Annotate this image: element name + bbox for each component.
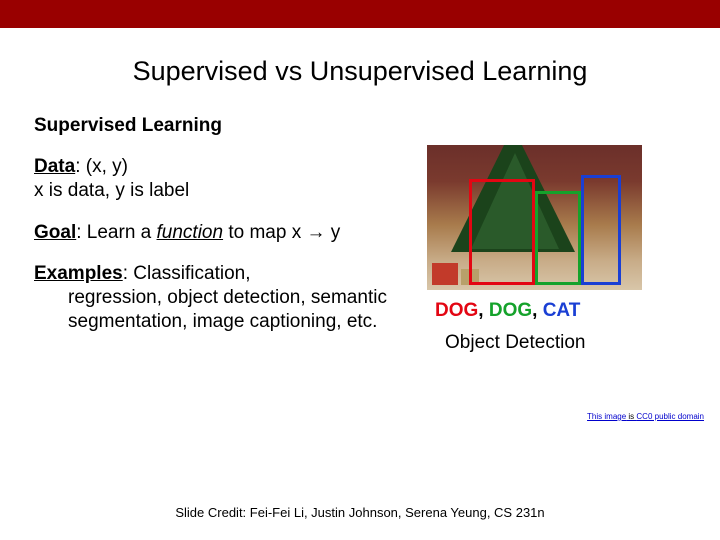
credit-link-1[interactable]: This image [587, 412, 626, 421]
label-dog-2: DOG [489, 300, 532, 321]
right-column: DOG, DOG, CAT Object Detection [395, 155, 685, 354]
bbox-dog-2 [535, 191, 581, 285]
bbox-cat [581, 175, 621, 285]
goal-label: Goal [34, 222, 76, 243]
credit-sep: is [626, 412, 636, 421]
label-dog-1: DOG [435, 300, 478, 321]
bbox-dog-1 [469, 179, 535, 285]
left-column: Data: (x, y) x is data, y is label Goal:… [0, 155, 395, 354]
goal-pre: : Learn a [76, 222, 156, 243]
slide-title: Supervised vs Unsupervised Learning [0, 56, 720, 87]
label-sep-1: , [478, 300, 489, 321]
detection-caption: Object Detection [445, 332, 685, 354]
label-cat: CAT [543, 300, 581, 321]
subheading: Supervised Learning [34, 115, 720, 137]
image-credit: This image is CC0 public domain [587, 412, 704, 421]
goal-post: to map x → y [223, 222, 340, 243]
examples-label: Examples [34, 263, 123, 284]
data-block: Data: (x, y) x is data, y is label [34, 155, 395, 203]
goal-block: Goal: Learn a function to map x → y [34, 221, 395, 245]
examples-rest: regression, object detection, semantic s… [34, 286, 395, 334]
present-1 [432, 263, 458, 285]
content-row: Data: (x, y) x is data, y is label Goal:… [0, 155, 720, 354]
data-value: : (x, y) [75, 156, 128, 177]
top-bar [0, 0, 720, 28]
detection-image [427, 145, 642, 290]
examples-block: Examples: Classification, regression, ob… [34, 262, 395, 333]
data-label: Data [34, 156, 75, 177]
examples-line1: : Classification, [123, 263, 251, 284]
slide-footer: Slide Credit: Fei-Fei Li, Justin Johnson… [0, 505, 720, 520]
goal-function: function [157, 222, 224, 243]
label-sep-2: , [532, 300, 543, 321]
detection-labels: DOG, DOG, CAT [435, 300, 685, 322]
credit-link-2[interactable]: CC0 public domain [636, 412, 704, 421]
data-line2: x is data, y is label [34, 180, 189, 201]
